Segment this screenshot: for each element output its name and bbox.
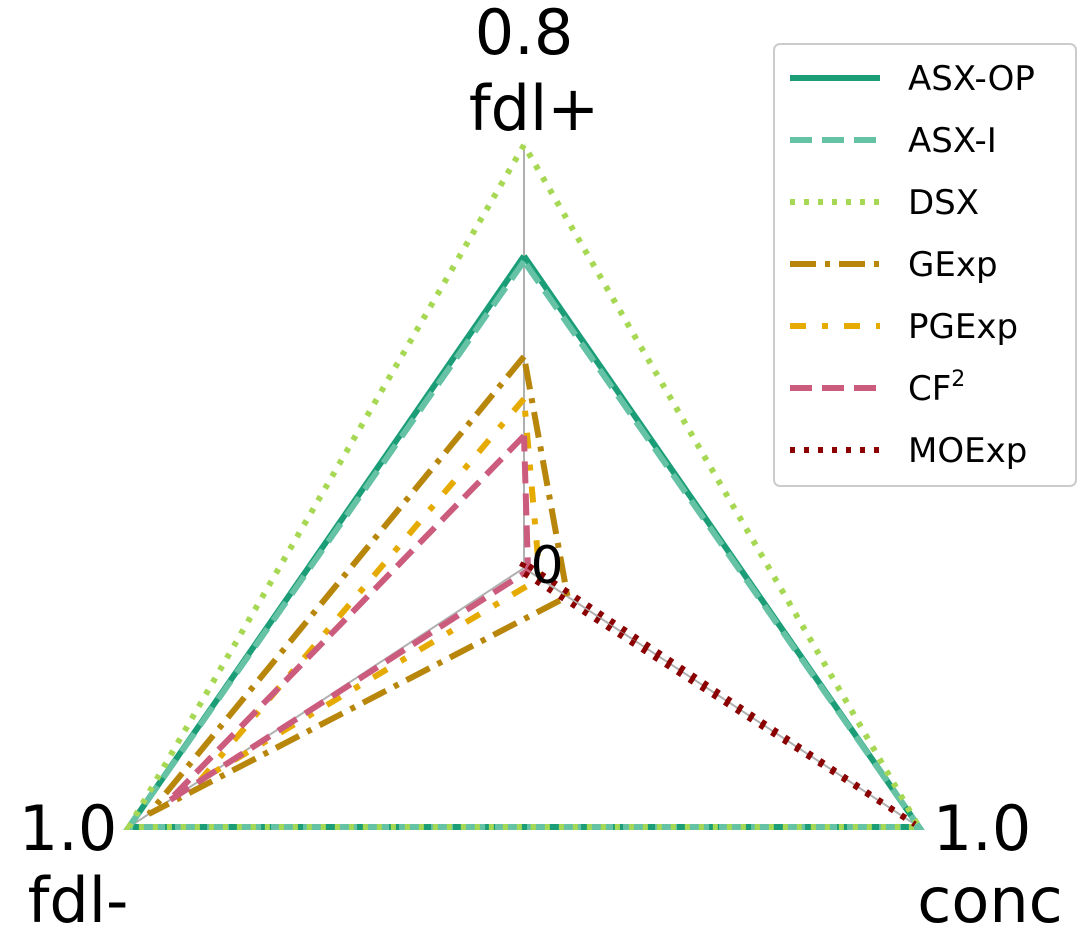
series-cf2-line <box>166 433 532 804</box>
legend-label-gexp: GExp <box>908 245 998 285</box>
legend-label-superscript: 2 <box>951 367 965 392</box>
center-label: 0 <box>530 536 563 596</box>
axis-max-label-conc: 1.0 <box>933 792 1032 865</box>
legend-box <box>773 43 1077 487</box>
series-asx-i-line <box>123 259 925 830</box>
axis-name-label-fdl-minus: fdl- <box>28 864 129 937</box>
axis-name-label-fdl-plus: fdl+ <box>469 72 599 145</box>
series-moexp-line <box>516 560 917 827</box>
series-gexp-line <box>146 354 571 817</box>
legend-label-dsx: DSX <box>908 183 979 223</box>
legend-label-asx-op: ASX-OP <box>908 59 1035 99</box>
series-dsx-line <box>123 143 925 830</box>
series-layer <box>123 143 925 830</box>
axis-name-label-conc: conc <box>917 864 1062 937</box>
legend-label-asx-i: ASX-I <box>908 121 997 161</box>
axis-line-fdl-minus <box>128 567 525 828</box>
series-pgexp-line <box>197 396 543 783</box>
axis-max-label-fdl-plus: 0.8 <box>475 0 574 69</box>
axis-max-label-fdl-minus: 1.0 <box>19 792 118 865</box>
axis-line-conc <box>523 567 920 828</box>
legend-label-pgexp: PGExp <box>908 307 1018 347</box>
legend-label-moexp: MOExp <box>908 431 1027 471</box>
